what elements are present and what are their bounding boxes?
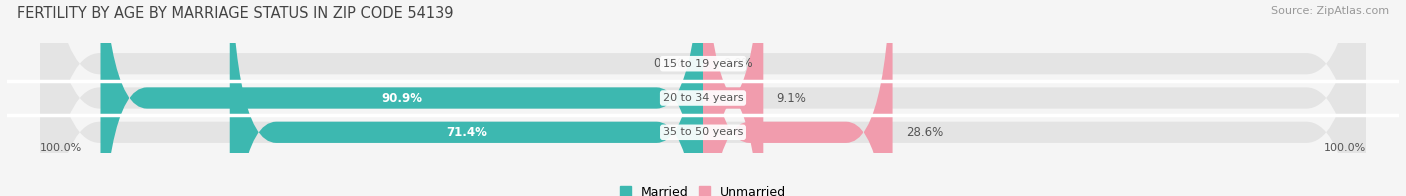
FancyBboxPatch shape: [703, 0, 763, 196]
FancyBboxPatch shape: [229, 0, 703, 196]
FancyBboxPatch shape: [41, 0, 1365, 196]
Text: 9.1%: 9.1%: [776, 92, 807, 104]
Text: 0.0%: 0.0%: [723, 57, 752, 70]
FancyBboxPatch shape: [100, 0, 703, 196]
Text: FERTILITY BY AGE BY MARRIAGE STATUS IN ZIP CODE 54139: FERTILITY BY AGE BY MARRIAGE STATUS IN Z…: [17, 6, 453, 21]
Text: 0.0%: 0.0%: [654, 57, 683, 70]
Text: 28.6%: 28.6%: [905, 126, 943, 139]
Text: 20 to 34 years: 20 to 34 years: [662, 93, 744, 103]
FancyBboxPatch shape: [41, 0, 1365, 196]
FancyBboxPatch shape: [41, 0, 1365, 196]
Text: 35 to 50 years: 35 to 50 years: [662, 127, 744, 137]
FancyBboxPatch shape: [703, 0, 893, 196]
Text: 100.0%: 100.0%: [1323, 143, 1365, 153]
Text: 100.0%: 100.0%: [41, 143, 83, 153]
Legend: Married, Unmarried: Married, Unmarried: [614, 181, 792, 196]
Text: 71.4%: 71.4%: [446, 126, 486, 139]
Text: 90.9%: 90.9%: [381, 92, 422, 104]
Text: 15 to 19 years: 15 to 19 years: [662, 59, 744, 69]
Text: Source: ZipAtlas.com: Source: ZipAtlas.com: [1271, 6, 1389, 16]
